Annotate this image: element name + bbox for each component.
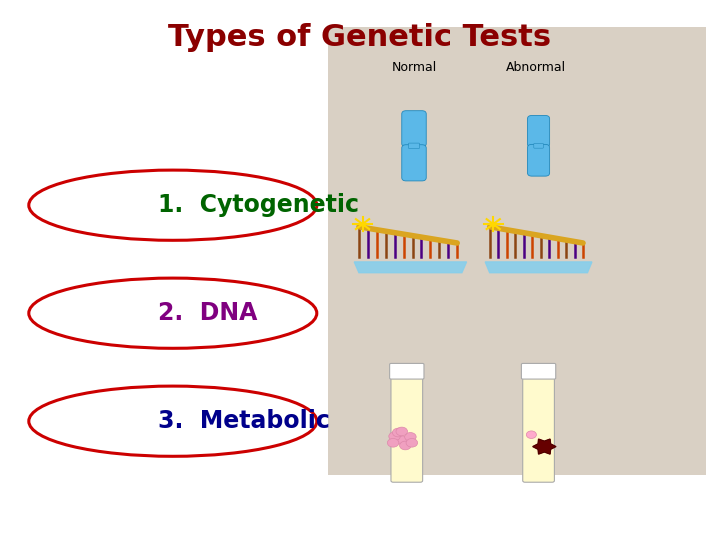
Polygon shape xyxy=(485,262,592,273)
FancyBboxPatch shape xyxy=(521,363,556,379)
Circle shape xyxy=(396,427,408,436)
FancyBboxPatch shape xyxy=(402,111,426,147)
FancyBboxPatch shape xyxy=(408,143,420,148)
Circle shape xyxy=(396,436,408,444)
FancyBboxPatch shape xyxy=(523,376,554,482)
FancyBboxPatch shape xyxy=(534,144,544,148)
Circle shape xyxy=(526,431,536,438)
Circle shape xyxy=(400,441,411,450)
Circle shape xyxy=(389,432,400,441)
Polygon shape xyxy=(354,262,467,273)
FancyBboxPatch shape xyxy=(528,116,549,147)
Ellipse shape xyxy=(29,278,317,348)
Ellipse shape xyxy=(29,386,317,456)
Circle shape xyxy=(406,438,418,447)
Text: 3.  Metabolic: 3. Metabolic xyxy=(158,409,330,433)
FancyBboxPatch shape xyxy=(390,363,424,379)
FancyBboxPatch shape xyxy=(391,376,423,482)
Ellipse shape xyxy=(29,170,317,240)
Text: Abnormal: Abnormal xyxy=(506,61,567,74)
Text: Types of Genetic Tests: Types of Genetic Tests xyxy=(168,23,552,52)
Text: 1.  Cytogenetic: 1. Cytogenetic xyxy=(158,193,359,217)
FancyBboxPatch shape xyxy=(528,144,549,176)
Polygon shape xyxy=(533,439,556,454)
Circle shape xyxy=(405,433,416,441)
Circle shape xyxy=(387,438,399,447)
FancyBboxPatch shape xyxy=(328,27,706,475)
Text: Normal: Normal xyxy=(392,61,436,74)
Circle shape xyxy=(392,428,404,437)
FancyBboxPatch shape xyxy=(402,145,426,181)
Text: 2.  DNA: 2. DNA xyxy=(158,301,258,325)
